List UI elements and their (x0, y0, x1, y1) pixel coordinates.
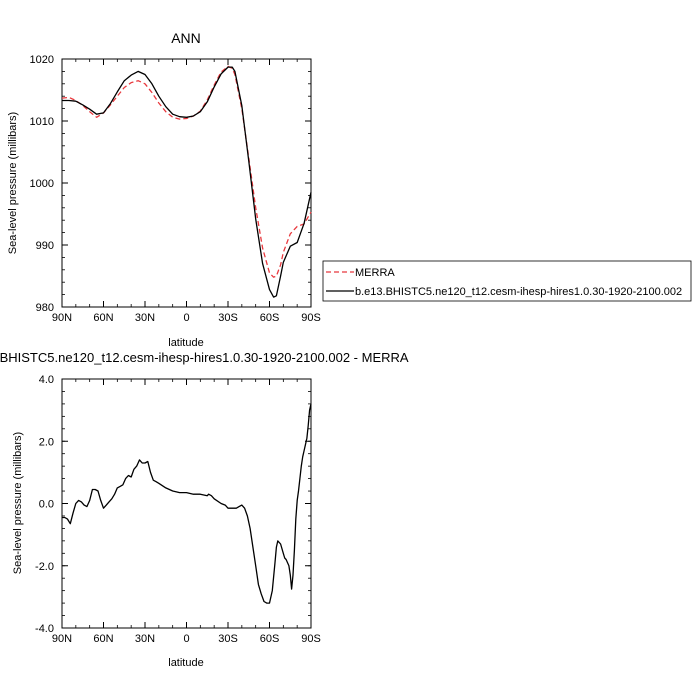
bottom-chart: b.e13.BHISTC5.ne120_t12.cesm-ihesp-hires… (0, 350, 409, 669)
top-chart-x-tick-label: 90N (52, 312, 72, 324)
top-chart-plot: 980 990 1000 1010 1020 90N 60N 30N 0 30S 60S 90S (30, 54, 321, 324)
top-chart-y-tick-label: 1020 (30, 54, 54, 66)
top-chart-title: ANN (171, 30, 201, 46)
top-chart-x-tick-label: 90S (301, 312, 321, 324)
top-chart: ANN Sea-level pressure (millibars) 980 99… (7, 30, 321, 349)
bottom-chart-y-tick-label: 0.0 (39, 499, 54, 511)
bottom-chart-x-tick-label: 90S (301, 633, 321, 645)
bottom-chart-y-tick-label: -4.0 (35, 623, 54, 635)
top-chart-y-tick-label: 1000 (30, 178, 54, 190)
bottom-chart-y-tick-label: -2.0 (35, 561, 54, 573)
top-chart-x-tick-label: 0 (183, 312, 189, 324)
top-chart-x-tick-label: 30N (135, 312, 155, 324)
bottom-chart-frame (61, 378, 312, 629)
bottom-chart-x-tick-label: 60S (260, 633, 280, 645)
top-chart-x-tick-label: 60S (260, 312, 280, 324)
top-chart-x-tick-label: 30S (218, 312, 238, 324)
top-chart-ylabel: Sea-level pressure (millibars) (7, 112, 19, 254)
top-chart-series-model-line (62, 66, 312, 298)
bottom-chart-y-tick-label: 2.0 (39, 436, 54, 448)
bottom-chart-series-difference-line (62, 403, 312, 604)
bottom-chart-x-tick-label: 60N (93, 633, 113, 645)
top-chart-x-tick-label: 60N (93, 312, 113, 324)
legend-box (322, 260, 692, 302)
bottom-chart-xlabel: latitude (168, 657, 203, 669)
top-chart-frame (61, 58, 312, 308)
bottom-chart-x-tick-label: 30N (135, 633, 155, 645)
bottom-chart-x-tick-label: 0 (183, 633, 189, 645)
bottom-chart-plot: -4.0 -2.0 0.0 2.0 4.0 90N 60N 30N 0 30S 60S 90S (35, 374, 321, 645)
bottom-chart-ylabel: Sea-level pressure (millibars) (12, 432, 24, 574)
legend: MERRA b.e13.BHISTC5.ne120_t12.cesm-ihesp… (322, 260, 692, 302)
bottom-chart-y-tick-label: 4.0 (39, 374, 54, 386)
top-chart-series-merra-line (61, 65, 312, 278)
top-chart-y-tick-label: 980 (36, 302, 54, 314)
bottom-chart-title: b.e13.BHISTC5.ne120_t12.cesm-ihesp-hires… (0, 350, 409, 365)
legend-merra-label: MERRA (355, 267, 395, 279)
top-chart-xlabel: latitude (168, 337, 203, 349)
top-chart-y-tick-label: 990 (36, 240, 54, 252)
bottom-chart-x-tick-label: 30S (218, 633, 238, 645)
bottom-chart-x-tick-label: 90N (52, 633, 72, 645)
legend-model-label: b.e13.BHISTC5.ne120_t12.cesm-ihesp-hires… (355, 286, 682, 298)
top-chart-y-tick-label: 1010 (30, 116, 54, 128)
